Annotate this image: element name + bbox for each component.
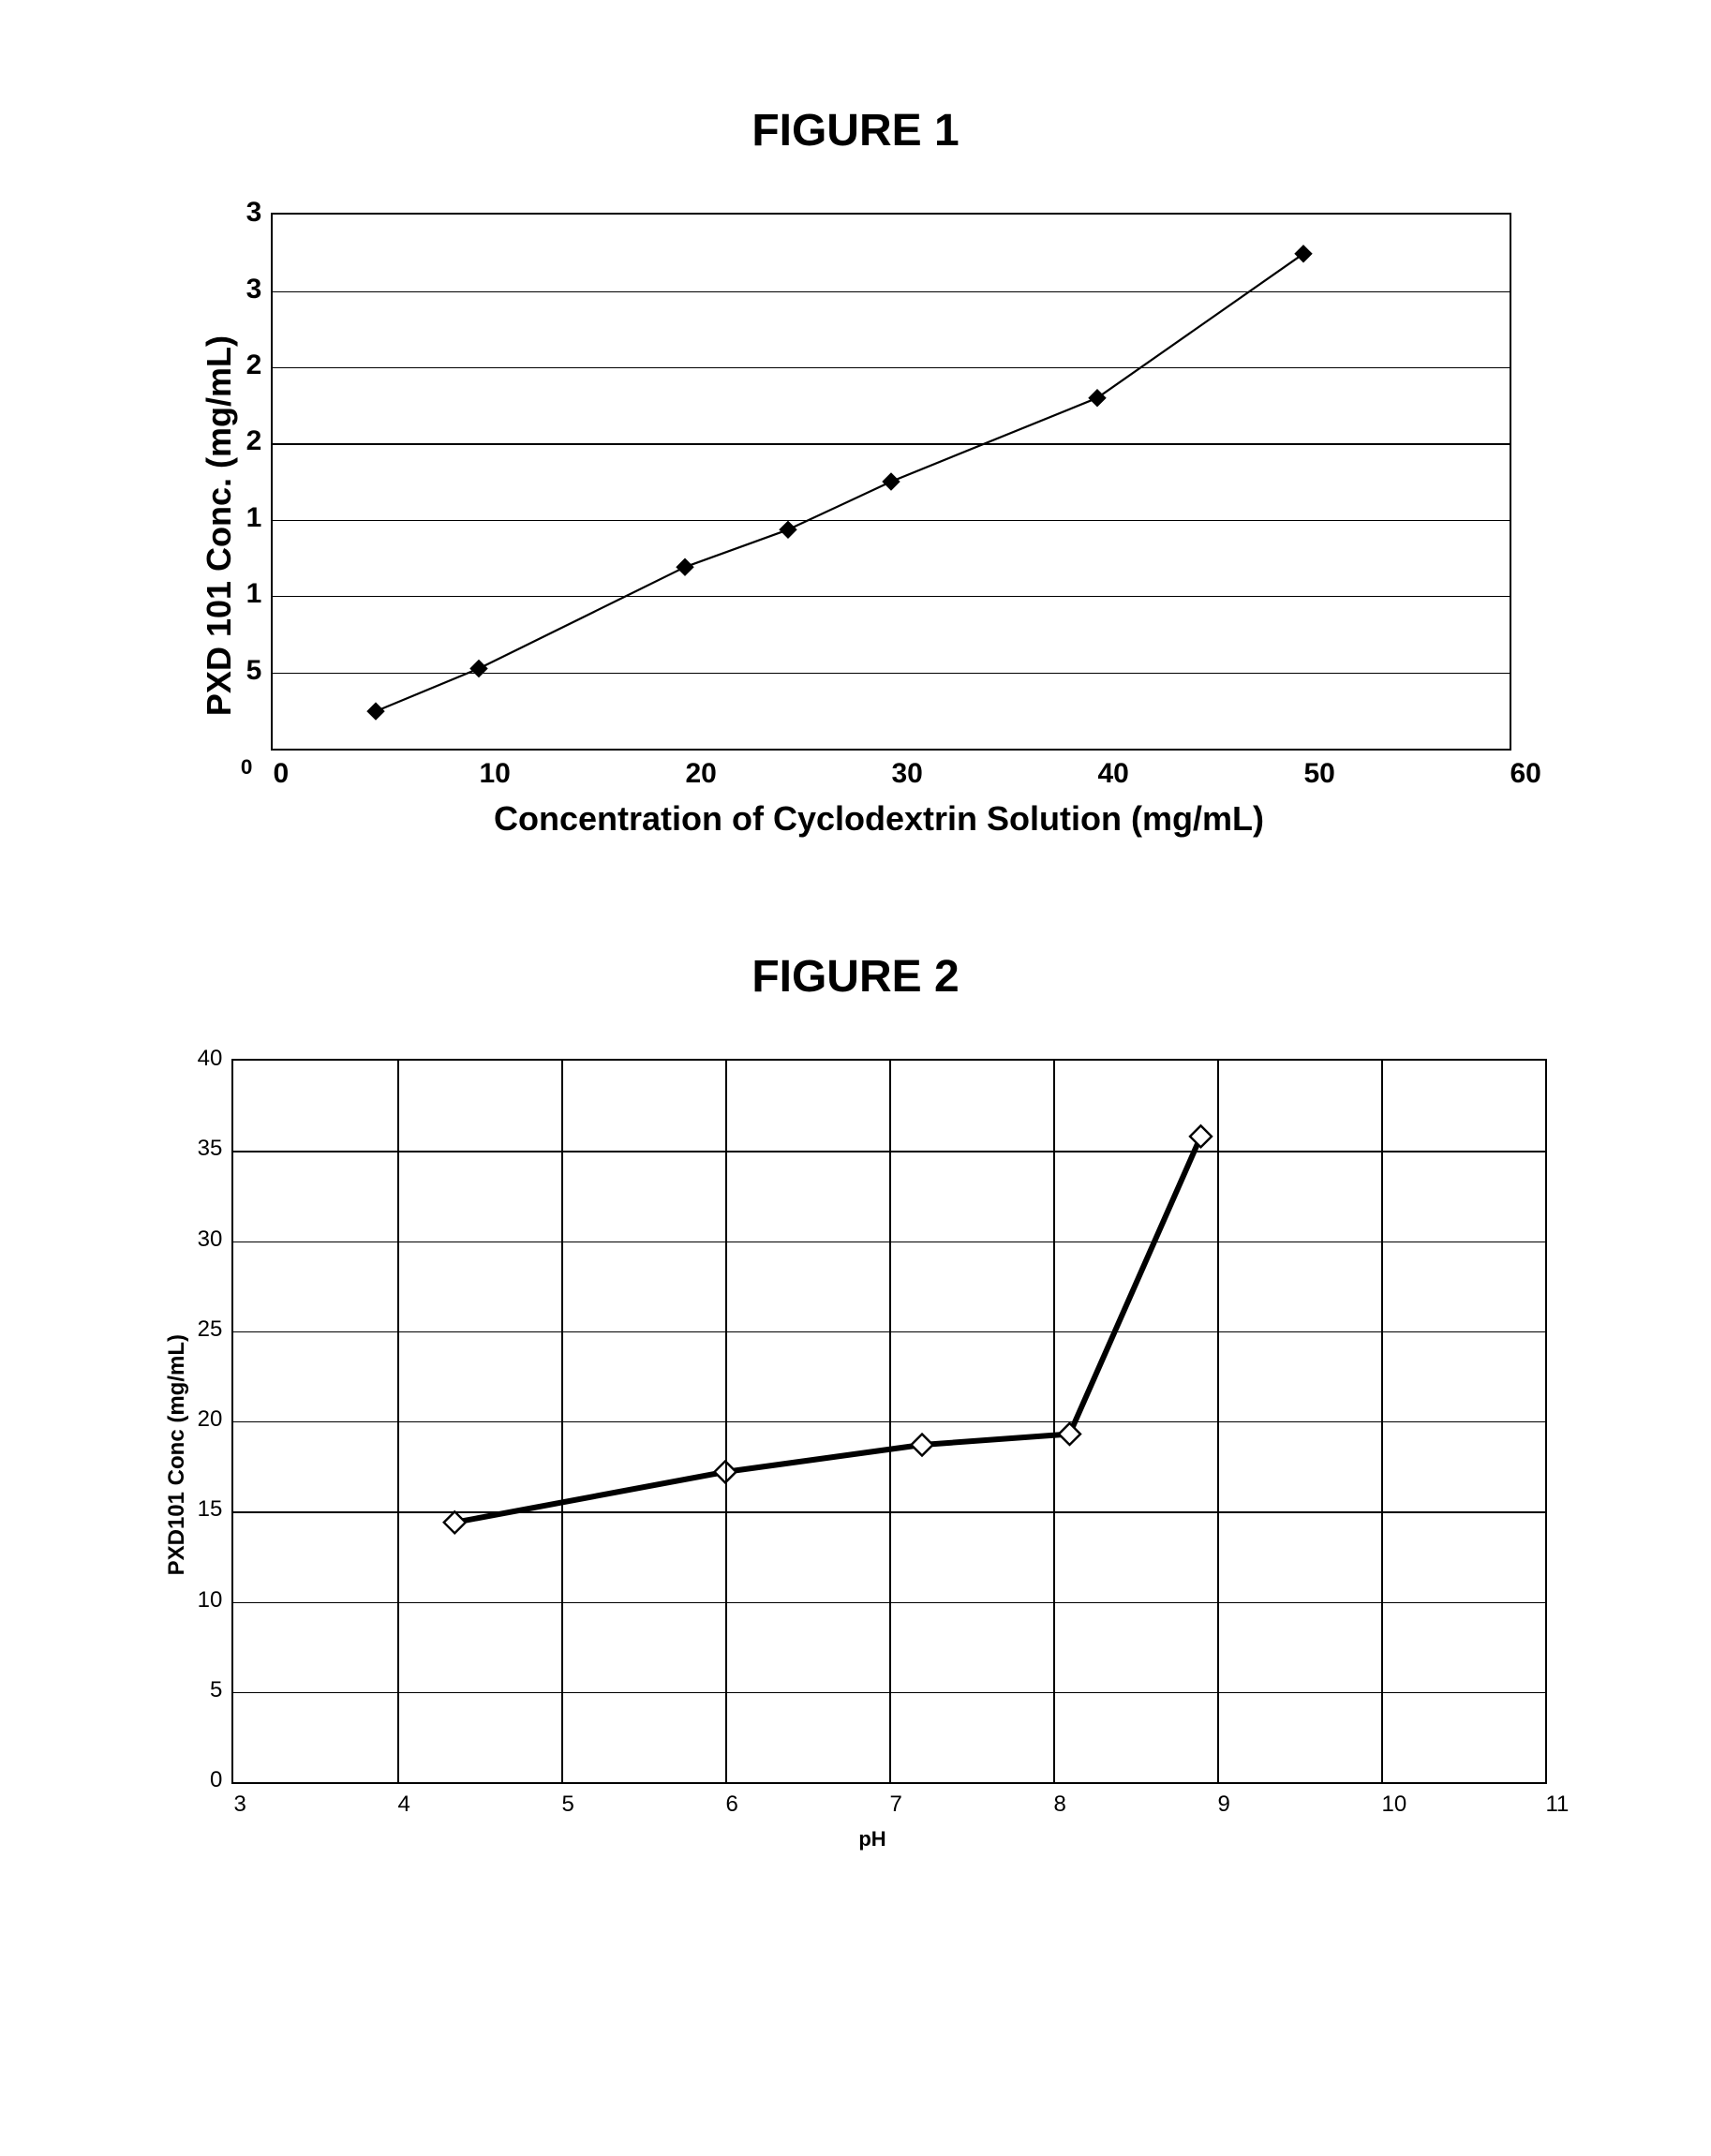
data-marker xyxy=(1295,245,1312,262)
data-marker xyxy=(677,558,693,575)
figure1-inner: 33221150 0102030405060 Concentration of … xyxy=(246,213,1512,839)
figure2-xlabel: pH xyxy=(858,1827,885,1851)
data-marker xyxy=(444,1511,466,1533)
data-marker xyxy=(883,473,900,490)
figure2-plot-row: 4035302520151050 xyxy=(198,1059,1548,1784)
figure2-yticks: 4035302520151050 xyxy=(198,1059,232,1780)
figure2-title: FIGURE 2 xyxy=(59,951,1652,1003)
figure1-plot-area xyxy=(271,213,1511,751)
figure1-chart: PXD 101 Conc. (mg/mL) 33221150 010203040… xyxy=(59,213,1652,839)
figure1-yticks: 33221150 xyxy=(246,213,272,747)
data-marker xyxy=(1059,1423,1080,1445)
figure1-ylabel: PXD 101 Conc. (mg/mL) xyxy=(200,335,239,716)
figure2-xticks: 34567891011 xyxy=(233,1784,1545,1818)
data-marker xyxy=(1089,390,1106,407)
series-line xyxy=(376,254,1303,711)
data-marker xyxy=(1190,1126,1212,1148)
figure1-xticks: 0102030405060 xyxy=(274,751,1510,790)
figure1-xlabel: Concentration of Cyclodextrin Solution (… xyxy=(494,799,1264,839)
figure2-plot-area xyxy=(231,1059,1547,1784)
figure1-title: FIGURE 1 xyxy=(59,105,1652,156)
figure1-data-svg xyxy=(273,215,1510,749)
series-line xyxy=(455,1137,1201,1523)
figure2-chart: PXD101 Conc (mg/mL) 4035302520151050 345… xyxy=(59,1059,1652,1851)
figure2-ylabel: PXD101 Conc (mg/mL) xyxy=(164,1334,190,1575)
data-marker xyxy=(780,521,796,538)
page-container: FIGURE 1 PXD 101 Conc. (mg/mL) 33221150 … xyxy=(59,105,1652,1851)
data-marker xyxy=(912,1435,933,1456)
data-marker xyxy=(367,703,384,720)
figure1-plot-row: 33221150 xyxy=(246,213,1512,751)
data-marker xyxy=(470,661,487,677)
figure2-inner: 4035302520151050 34567891011 pH xyxy=(198,1059,1548,1851)
